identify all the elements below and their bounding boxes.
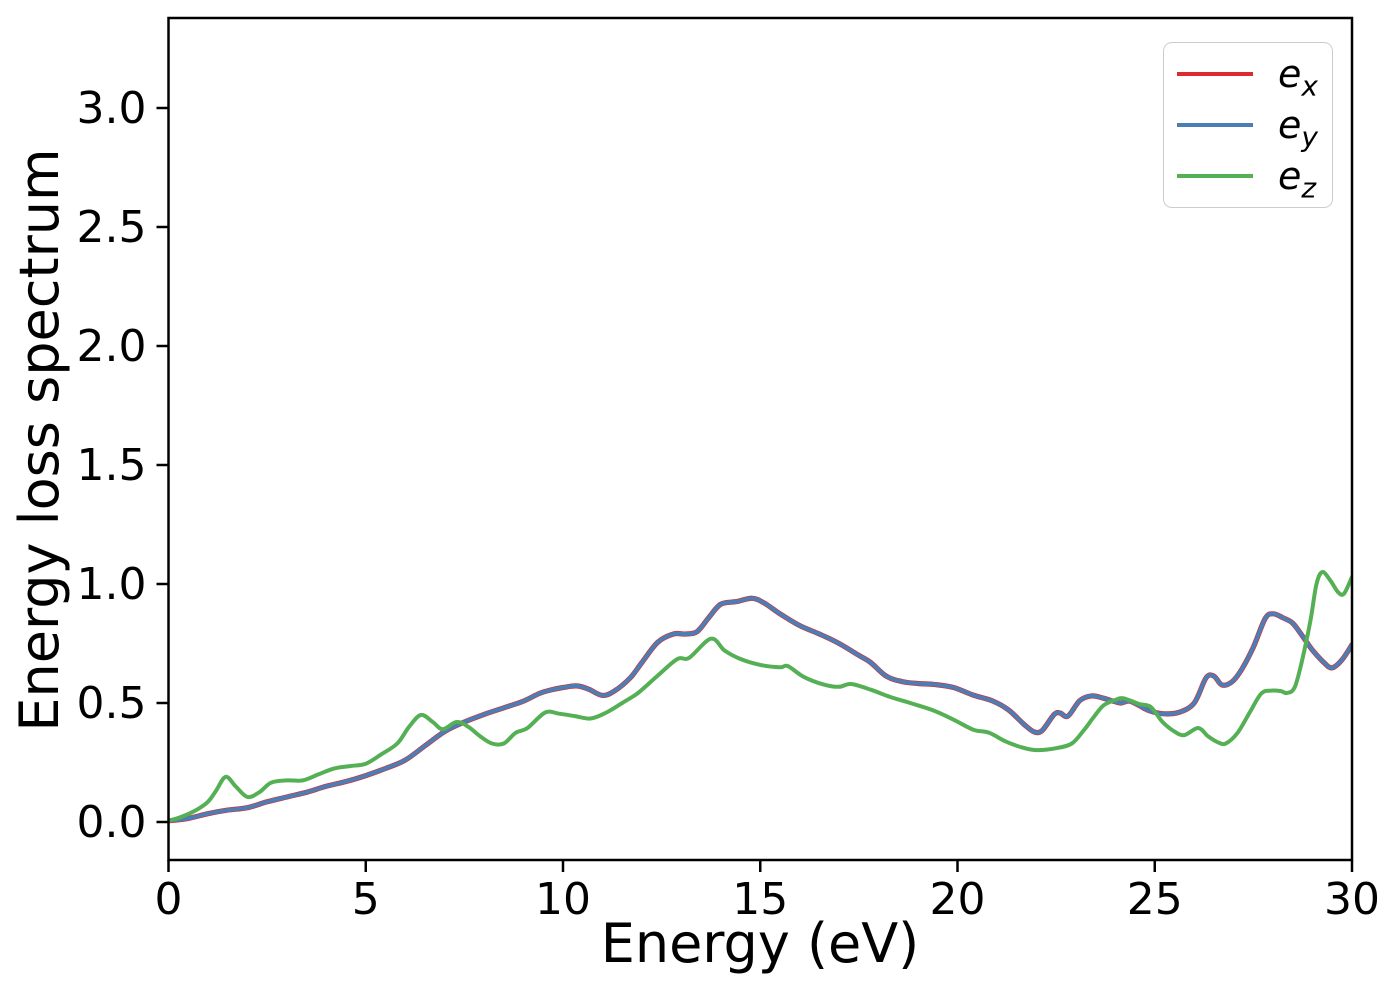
legend-item-ey: ey bbox=[1164, 102, 1332, 154]
legend-line-ex bbox=[1177, 72, 1253, 77]
x-tick-label: 10 bbox=[535, 874, 591, 925]
y-tick-label: 3.0 bbox=[77, 83, 147, 134]
y-tick-label: 2.0 bbox=[77, 321, 147, 372]
legend-label-ex: ex bbox=[1278, 52, 1318, 103]
legend: ex ey ez bbox=[1163, 42, 1333, 208]
legend-label-ey: ey bbox=[1278, 102, 1318, 154]
legend-label-ez: ez bbox=[1278, 153, 1317, 205]
y-tick-label: 1.0 bbox=[77, 559, 147, 610]
legend-item-ex: ex bbox=[1164, 52, 1332, 103]
series-e_x-line bbox=[168, 595, 1352, 824]
x-tick-label: 30 bbox=[1324, 874, 1380, 925]
plot-frame bbox=[167, 16, 1354, 862]
legend-item-ez: ez bbox=[1164, 153, 1332, 205]
series-e_y-line bbox=[168, 596, 1352, 823]
x-tick-label: 20 bbox=[930, 874, 986, 925]
x-tick-label: 15 bbox=[732, 874, 788, 925]
legend-line-ez bbox=[1177, 173, 1253, 178]
legend-line-ey bbox=[1177, 122, 1253, 127]
series-e_z-line bbox=[168, 570, 1352, 823]
x-tick-label: 25 bbox=[1127, 874, 1183, 925]
y-tick-label: 1.5 bbox=[77, 440, 147, 491]
x-tick-label: 0 bbox=[155, 874, 183, 925]
x-axis-label: Energy (eV) bbox=[600, 912, 920, 975]
y-axis-label: Energy loss spectrum bbox=[8, 148, 71, 732]
y-tick-label: 2.5 bbox=[77, 202, 147, 253]
y-tick-label: 0.5 bbox=[77, 678, 147, 729]
y-tick-label: 0.0 bbox=[77, 797, 147, 848]
x-tick-label: 5 bbox=[352, 874, 380, 925]
